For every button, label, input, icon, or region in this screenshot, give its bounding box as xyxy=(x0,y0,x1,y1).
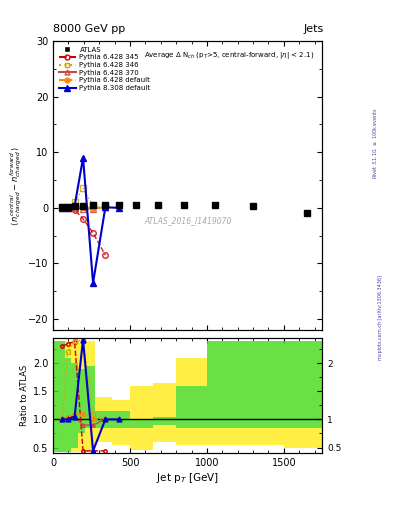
Pythia 8.308 default xyxy=(65,204,70,210)
Pythia 6.428 default xyxy=(65,204,70,210)
Line: ATLAS: ATLAS xyxy=(59,202,310,217)
Pythia 6.428 default xyxy=(91,205,95,211)
ATLAS xyxy=(103,202,108,208)
ATLAS xyxy=(65,204,70,210)
Text: Rivet 3.1.10, $\geq$ 100k events: Rivet 3.1.10, $\geq$ 100k events xyxy=(371,108,379,179)
ATLAS xyxy=(212,202,217,208)
Pythia 8.308 default xyxy=(117,205,121,211)
Pythia 6.428 346 xyxy=(65,204,70,210)
Pythia 6.428 370 xyxy=(72,205,77,211)
Pythia 6.428 370 xyxy=(81,206,85,212)
ATLAS xyxy=(91,202,95,208)
Line: Pythia 6.428 370: Pythia 6.428 370 xyxy=(59,204,108,212)
Text: mcplots.cern.ch [arXiv:1306.3436]: mcplots.cern.ch [arXiv:1306.3436] xyxy=(378,275,383,360)
Pythia 6.428 345 xyxy=(91,230,95,236)
Pythia 6.428 346 xyxy=(81,185,85,191)
Pythia 6.428 346 xyxy=(72,199,77,205)
Legend: ATLAS, Pythia 6.428 345, Pythia 6.428 346, Pythia 6.428 370, Pythia 6.428 defaul: ATLAS, Pythia 6.428 345, Pythia 6.428 34… xyxy=(57,45,152,93)
Pythia 6.428 370 xyxy=(60,204,64,210)
Text: Average $\Delta$ N$_{ch}$ (p$_T$>5, central-forward, |$\eta$| < 2.1): Average $\Delta$ N$_{ch}$ (p$_T$>5, cent… xyxy=(144,50,314,60)
Pythia 6.428 345 xyxy=(65,204,70,210)
Pythia 6.428 345 xyxy=(72,206,77,212)
ATLAS xyxy=(305,210,309,217)
Text: ATLAS_2016_I1419070: ATLAS_2016_I1419070 xyxy=(144,216,231,225)
Pythia 6.428 370 xyxy=(91,206,95,212)
Pythia 6.428 346 xyxy=(103,204,108,210)
Line: Pythia 6.428 345: Pythia 6.428 345 xyxy=(59,204,108,258)
Pythia 6.428 default xyxy=(103,204,108,210)
X-axis label: Jet p$_T$ [GeV]: Jet p$_T$ [GeV] xyxy=(156,471,219,485)
ATLAS xyxy=(251,203,255,209)
Pythia 6.428 default xyxy=(60,204,64,210)
Pythia 6.428 default xyxy=(81,204,85,210)
Pythia 8.308 default xyxy=(91,280,95,286)
Pythia 6.428 345 xyxy=(60,204,64,210)
Y-axis label: Ratio to ATLAS: Ratio to ATLAS xyxy=(20,365,29,426)
Pythia 6.428 346 xyxy=(60,204,64,210)
Pythia 6.428 370 xyxy=(103,204,108,210)
ATLAS xyxy=(155,202,160,208)
Pythia 8.308 default xyxy=(103,204,108,210)
Line: Pythia 6.428 346: Pythia 6.428 346 xyxy=(59,186,108,210)
ATLAS xyxy=(182,202,186,208)
ATLAS xyxy=(81,203,85,209)
Pythia 6.428 default xyxy=(72,204,77,210)
Line: Pythia 8.308 default: Pythia 8.308 default xyxy=(59,155,122,286)
ATLAS xyxy=(134,202,138,208)
ATLAS xyxy=(117,202,121,208)
Pythia 6.428 346 xyxy=(91,203,95,209)
Pythia 6.428 345 xyxy=(81,216,85,222)
Text: Jets: Jets xyxy=(304,24,324,34)
Pythia 8.308 default xyxy=(81,155,85,161)
Line: Pythia 6.428 default: Pythia 6.428 default xyxy=(59,204,108,210)
Text: 8000 GeV pp: 8000 GeV pp xyxy=(53,24,125,34)
Pythia 6.428 370 xyxy=(65,204,70,210)
Pythia 8.308 default xyxy=(72,203,77,209)
ATLAS xyxy=(60,204,64,210)
Pythia 6.428 345 xyxy=(103,252,108,258)
Y-axis label: $\langle\,n^{central}_{charged} - n^{forward}_{charged}\,\rangle$: $\langle\,n^{central}_{charged} - n^{for… xyxy=(8,145,24,226)
Pythia 8.308 default xyxy=(60,204,64,210)
ATLAS xyxy=(72,203,77,209)
